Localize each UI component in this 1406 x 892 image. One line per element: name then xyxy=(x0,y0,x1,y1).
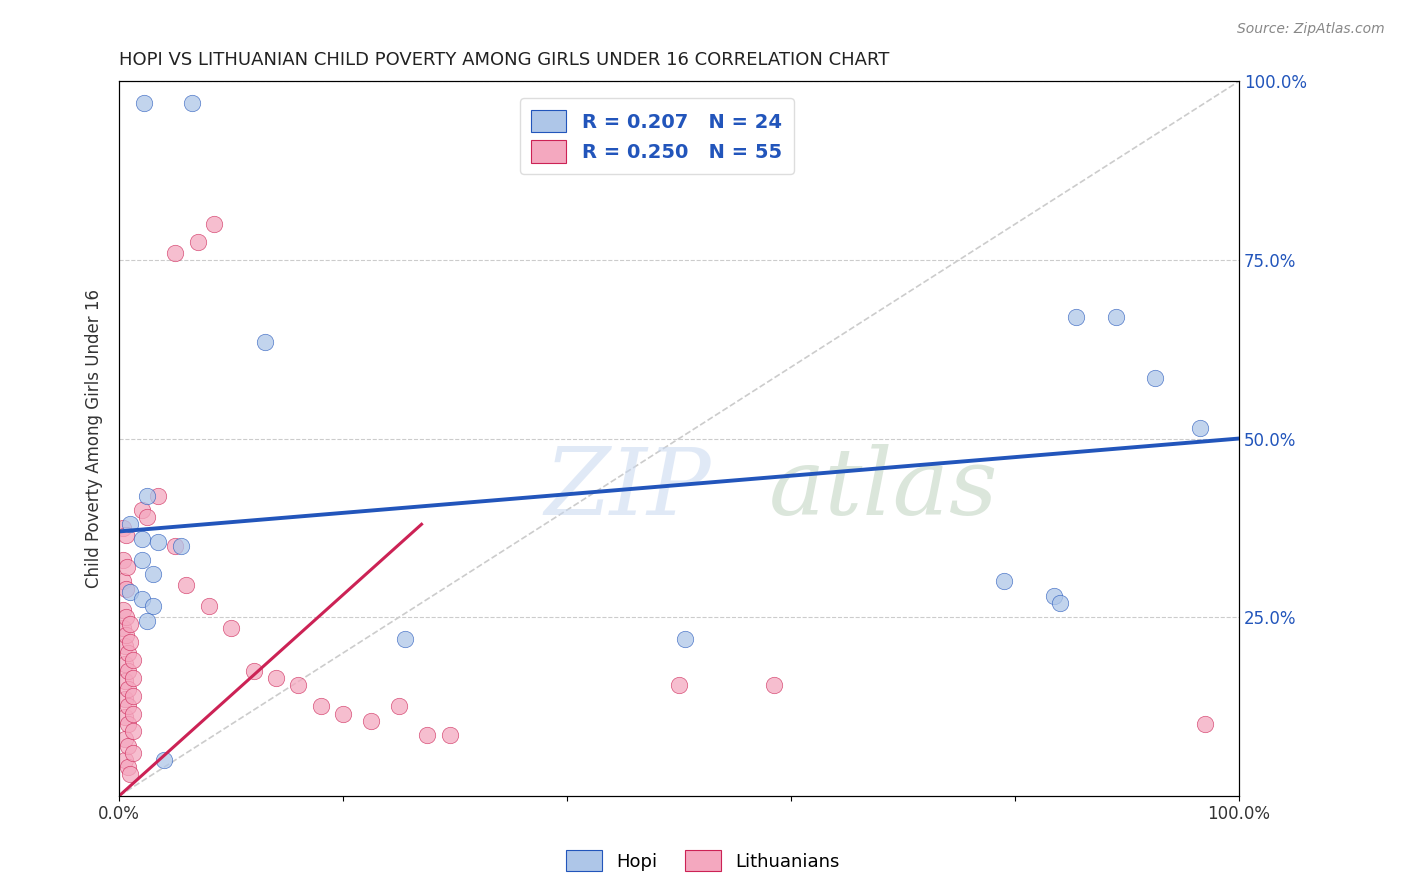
Point xyxy=(242,664,264,678)
Point xyxy=(132,95,155,110)
Point xyxy=(763,678,786,692)
Text: atlas: atlas xyxy=(769,443,998,533)
Point xyxy=(439,728,461,742)
Point xyxy=(165,245,187,260)
Point xyxy=(115,628,138,642)
Point xyxy=(120,767,142,781)
Point xyxy=(136,510,159,524)
Point xyxy=(115,528,138,542)
Point xyxy=(131,503,153,517)
Point xyxy=(1049,596,1071,610)
Point xyxy=(165,539,187,553)
Point xyxy=(121,689,143,703)
Point xyxy=(111,603,134,617)
Point xyxy=(121,671,143,685)
Point xyxy=(136,614,159,628)
Legend: Hopi, Lithuanians: Hopi, Lithuanians xyxy=(560,843,846,879)
Point xyxy=(309,699,332,714)
Point xyxy=(114,731,136,746)
Point xyxy=(131,553,153,567)
Point xyxy=(176,578,198,592)
Point xyxy=(120,635,142,649)
Point xyxy=(416,728,439,742)
Point xyxy=(1188,421,1211,435)
Point xyxy=(153,753,176,767)
Point xyxy=(117,681,139,696)
Point xyxy=(115,582,138,596)
Point xyxy=(120,517,142,532)
Point xyxy=(114,639,136,653)
Point xyxy=(115,610,138,624)
Text: ZIP: ZIP xyxy=(544,443,711,533)
Point xyxy=(111,521,134,535)
Point xyxy=(117,664,139,678)
Point xyxy=(181,95,204,110)
Point xyxy=(1066,310,1088,324)
Point xyxy=(114,710,136,724)
Point xyxy=(993,574,1015,589)
Point xyxy=(117,646,139,660)
Point xyxy=(117,717,139,731)
Y-axis label: Child Poverty Among Girls Under 16: Child Poverty Among Girls Under 16 xyxy=(86,289,103,588)
Point xyxy=(264,671,287,685)
Point xyxy=(219,621,242,635)
Point xyxy=(131,592,153,607)
Point xyxy=(121,746,143,760)
Point xyxy=(121,653,143,667)
Point xyxy=(114,657,136,671)
Point xyxy=(114,753,136,767)
Point xyxy=(148,535,170,549)
Point xyxy=(1143,371,1166,385)
Point xyxy=(673,632,696,646)
Point xyxy=(332,706,354,721)
Point xyxy=(120,617,142,632)
Point xyxy=(142,599,165,614)
Point xyxy=(1043,589,1066,603)
Point xyxy=(111,553,134,567)
Point xyxy=(287,678,309,692)
Point xyxy=(121,724,143,739)
Point xyxy=(204,217,226,231)
Point xyxy=(121,706,143,721)
Point xyxy=(1194,717,1216,731)
Point xyxy=(114,674,136,689)
Point xyxy=(198,599,221,614)
Legend: R = 0.207   N = 24, R = 0.250   N = 55: R = 0.207 N = 24, R = 0.250 N = 55 xyxy=(520,98,793,174)
Text: HOPI VS LITHUANIAN CHILD POVERTY AMONG GIRLS UNDER 16 CORRELATION CHART: HOPI VS LITHUANIAN CHILD POVERTY AMONG G… xyxy=(120,51,890,69)
Point xyxy=(120,585,142,599)
Point xyxy=(111,574,134,589)
Point xyxy=(117,699,139,714)
Point xyxy=(388,699,411,714)
Point xyxy=(114,692,136,706)
Point xyxy=(668,678,690,692)
Point xyxy=(131,532,153,546)
Point xyxy=(1104,310,1126,324)
Point xyxy=(117,739,139,753)
Point xyxy=(170,539,193,553)
Point xyxy=(187,235,209,249)
Point xyxy=(117,760,139,774)
Point xyxy=(115,560,138,574)
Point xyxy=(394,632,416,646)
Point xyxy=(136,489,159,503)
Point xyxy=(111,621,134,635)
Point xyxy=(253,335,276,350)
Text: Source: ZipAtlas.com: Source: ZipAtlas.com xyxy=(1237,22,1385,37)
Point xyxy=(142,567,165,582)
Point xyxy=(148,489,170,503)
Point xyxy=(360,714,382,728)
